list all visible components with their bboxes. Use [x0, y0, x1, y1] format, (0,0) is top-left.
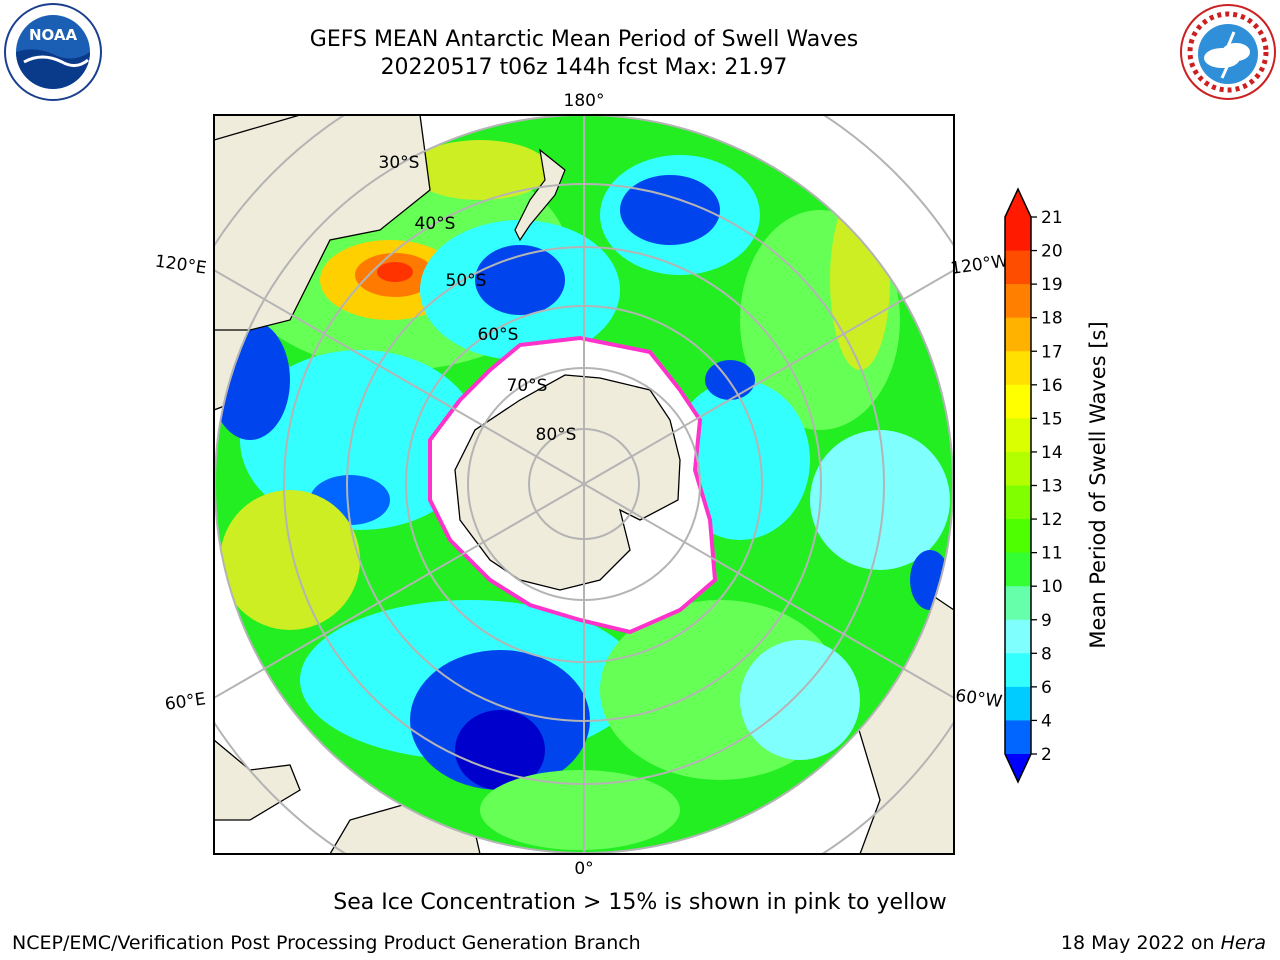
colorbar-tick-label: 17: [1041, 342, 1063, 362]
colorbar-tick-label: 13: [1041, 477, 1063, 497]
host-text: Hera: [1220, 932, 1266, 954]
colorbar-segment: [1005, 552, 1031, 587]
sea-ice-note: Sea Ice Concentration > 15% is shown in …: [333, 890, 947, 915]
colorbar-tick-label: 8: [1041, 644, 1052, 664]
colorbar-tick-label: 14: [1041, 443, 1063, 463]
colorbar-tick-label: 6: [1041, 678, 1052, 698]
lat-label-50s: 50°S: [446, 271, 487, 291]
colorbar-tick-label: 11: [1041, 544, 1063, 564]
colorbar-segment: [1005, 250, 1031, 285]
noaa-logo-text: NOAA: [29, 26, 78, 44]
colorbar-segment: [1005, 619, 1031, 654]
colorbar-label: Mean Period of Swell Waves [s]: [1086, 321, 1110, 648]
colorbar-segment: [1005, 384, 1031, 419]
australia: [214, 115, 431, 331]
chart-title: GEFS MEAN Antarctic Mean Period of Swell…: [309, 27, 859, 52]
colorbar-tick-label: 16: [1041, 376, 1063, 396]
colorbar-segment: [1005, 519, 1031, 554]
colorbar-segment: [1005, 217, 1031, 252]
colorbar-segment: [1005, 720, 1031, 755]
colorbar-tick-label: 10: [1041, 577, 1063, 597]
chart-subtitle: 20220517 t06z 144h fcst Max: 21.97: [380, 55, 788, 80]
lon-label-180: 180°: [564, 91, 605, 111]
lat-label-80s: 80°S: [536, 425, 577, 445]
colorbar-extend-max: [1005, 189, 1031, 217]
colorbar-segment: [1005, 317, 1031, 352]
date-credit: 18 May 2022 on Hera: [1061, 932, 1266, 954]
colorbar-segment: [1005, 284, 1031, 319]
lon-label-120e: 120°E: [154, 252, 208, 279]
colorbar-tick-label: 19: [1041, 275, 1063, 295]
lon-label-60w: 60°W: [954, 686, 1003, 712]
date-text: 18 May 2022 on: [1060, 932, 1215, 954]
antarctica: [454, 374, 681, 591]
colorbar-tick-label: 21: [1041, 208, 1063, 228]
lon-label-60e: 60°E: [164, 689, 207, 714]
colorbar-tick-label: 15: [1041, 409, 1063, 429]
colorbar-segment: [1005, 586, 1031, 621]
colorbar-segment: [1005, 686, 1031, 721]
map-frame: [213, 114, 955, 855]
lat-label-70s: 70°S: [507, 376, 548, 396]
colorbar-tick-label: 20: [1041, 242, 1063, 262]
branch-credit: NCEP/EMC/Verification Post Processing Pr…: [12, 932, 641, 954]
nws-logo: [1180, 4, 1276, 100]
noaa-logo: NOAA: [4, 3, 102, 101]
colorbar-tick-label: 18: [1041, 309, 1063, 329]
colorbar-segment: [1005, 351, 1031, 386]
colorbar-segment: [1005, 451, 1031, 486]
colorbar-segment: [1005, 653, 1031, 688]
lon-label-0: 0°: [574, 859, 593, 879]
colorbar-segment: [1005, 485, 1031, 520]
colorbar-tick-label: 2: [1041, 745, 1052, 765]
lat-label-60s: 60°S: [478, 325, 519, 345]
colorbar-segment: [1005, 418, 1031, 453]
lon-label-120w: 120°W: [949, 251, 1009, 279]
lat-label-30s: 30°S: [379, 153, 420, 173]
colorbar-tick-label: 9: [1041, 611, 1052, 631]
colorbar: 21 20 19 18 17 16 15 14 13 12 11 10 9 8 6 4 2: [1004, 187, 1063, 784]
colorbar-tick-label: 12: [1041, 510, 1063, 530]
lat-label-40s: 40°S: [415, 214, 456, 234]
colorbar-extend-min: [1005, 754, 1031, 782]
colorbar-tick-label: 4: [1041, 711, 1052, 731]
